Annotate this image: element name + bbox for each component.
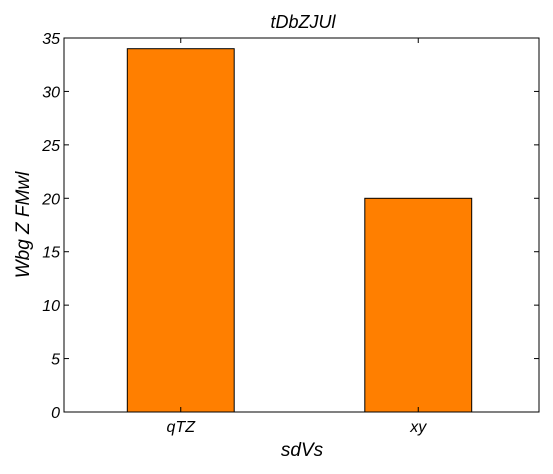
y-axis-label: Wbg Z FMwl [13, 171, 34, 278]
bars-group [127, 49, 471, 412]
bar-xy [365, 198, 472, 412]
y-tick-label-35: 35 [42, 31, 60, 48]
y-tick-label-20: 20 [41, 191, 60, 208]
y-tick-label-15: 15 [42, 245, 60, 262]
chart-title: tDbZJUl [270, 12, 336, 32]
y-tick-label-30: 30 [42, 84, 60, 101]
y-tick-label-10: 10 [42, 298, 60, 315]
y-tick-label-5: 5 [51, 352, 60, 369]
y-tick-label-0: 0 [51, 405, 60, 422]
bar-qTZ [127, 49, 234, 412]
x-tick-label-xy: xy [409, 419, 427, 436]
x-tick-label-qTZ: qTZ [167, 419, 197, 436]
x-axis-label: sdVs [281, 440, 324, 461]
y-tick-label-25: 25 [41, 138, 60, 155]
